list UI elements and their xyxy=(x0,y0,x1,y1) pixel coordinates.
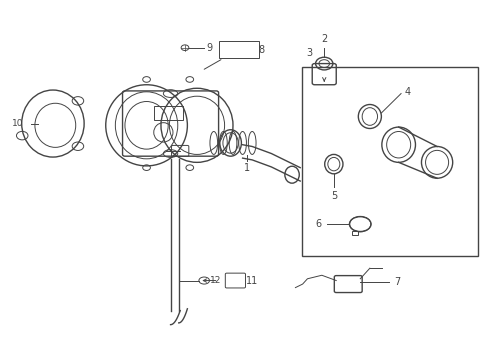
Bar xyxy=(219,41,259,58)
Text: 12: 12 xyxy=(210,276,221,285)
Text: 2: 2 xyxy=(321,34,327,44)
Text: 7: 7 xyxy=(394,277,400,287)
Text: 4: 4 xyxy=(404,87,411,97)
Bar xyxy=(154,106,183,120)
Bar xyxy=(352,231,358,235)
Text: 5: 5 xyxy=(331,190,337,201)
Text: 11: 11 xyxy=(246,275,258,285)
Text: 10: 10 xyxy=(12,119,23,128)
Text: 6: 6 xyxy=(316,219,322,229)
Text: 8: 8 xyxy=(258,45,265,55)
Text: 3: 3 xyxy=(306,48,313,58)
Text: 9: 9 xyxy=(207,43,213,53)
Text: 1: 1 xyxy=(245,163,250,173)
Bar xyxy=(302,67,478,256)
